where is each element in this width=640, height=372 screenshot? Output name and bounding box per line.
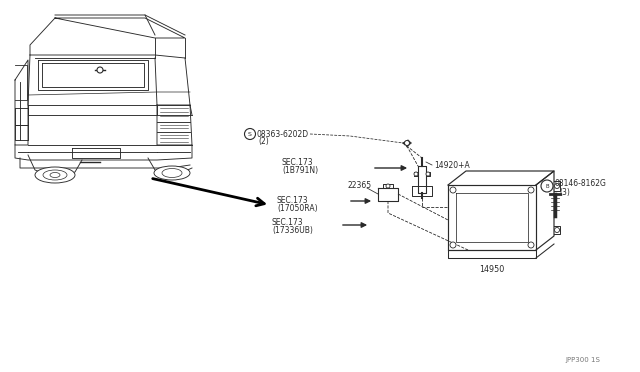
Circle shape	[97, 67, 103, 73]
Ellipse shape	[50, 173, 60, 177]
Circle shape	[244, 128, 255, 140]
Text: SEC.173: SEC.173	[277, 196, 308, 205]
Ellipse shape	[43, 170, 67, 180]
Text: (17336UB): (17336UB)	[272, 225, 313, 234]
Text: (17050RA): (17050RA)	[277, 203, 317, 212]
Text: 22365: 22365	[348, 180, 372, 189]
Circle shape	[450, 187, 456, 193]
Circle shape	[554, 183, 559, 189]
Text: SEC.173: SEC.173	[282, 157, 314, 167]
Circle shape	[528, 242, 534, 248]
Circle shape	[386, 184, 390, 188]
Text: 08146-8162G: 08146-8162G	[555, 179, 607, 187]
Ellipse shape	[162, 169, 182, 177]
Text: 14950: 14950	[479, 266, 504, 275]
Text: JPP300 1S: JPP300 1S	[565, 357, 600, 363]
Text: (3): (3)	[559, 187, 570, 196]
Circle shape	[541, 180, 553, 192]
Text: (1B791N): (1B791N)	[282, 166, 318, 174]
Circle shape	[528, 187, 534, 193]
Text: S: S	[248, 131, 252, 137]
Text: 08363-6202D: 08363-6202D	[257, 129, 309, 138]
Text: 14920+A: 14920+A	[434, 160, 470, 170]
Ellipse shape	[154, 166, 190, 180]
Circle shape	[404, 141, 410, 145]
Ellipse shape	[35, 167, 75, 183]
Text: B: B	[545, 183, 549, 189]
Text: SEC.173: SEC.173	[272, 218, 303, 227]
Circle shape	[450, 242, 456, 248]
Text: (2): (2)	[258, 137, 269, 145]
Circle shape	[414, 172, 418, 176]
Circle shape	[426, 172, 430, 176]
Circle shape	[554, 228, 559, 232]
